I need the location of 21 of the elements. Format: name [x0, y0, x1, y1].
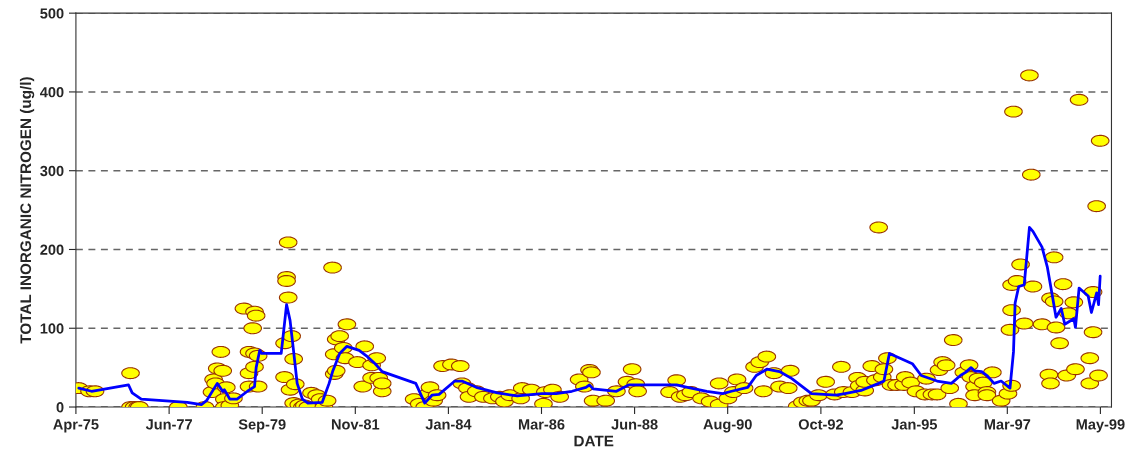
y-tick-label: 500 — [40, 8, 64, 19]
x-tick-label: Jun-88 — [611, 419, 658, 430]
x-tick-label: Oct-92 — [798, 419, 843, 430]
y-tick-label: 400 — [40, 87, 64, 98]
line-series — [77, 226, 1102, 407]
x-tick-label: Apr-75 — [53, 419, 99, 433]
y-tick-label: 200 — [40, 244, 64, 255]
y-tick-label: 100 — [40, 323, 64, 334]
y-axis-title: TOTAL INORGANIC NITROGEN (ug/l) — [19, 77, 35, 344]
x-tick-label: Nov-81 — [331, 419, 380, 430]
x-tick-label: Jan-84 — [425, 419, 472, 430]
x-tick-label: Mar-86 — [518, 419, 565, 430]
x-tick-label: Jan-95 — [891, 419, 938, 430]
x-tick-label: Aug-90 — [703, 419, 752, 433]
x-tick-label: Jun-77 — [145, 419, 192, 430]
y-tick-label: 0 — [56, 402, 64, 413]
x-tick-label: Sep-79 — [238, 419, 286, 433]
y-tick-label: 300 — [40, 165, 64, 177]
x-axis-title: DATE — [574, 435, 614, 447]
x-tick-label: Mar-97 — [984, 419, 1031, 430]
x-tick-label: May-99 — [1076, 419, 1125, 433]
